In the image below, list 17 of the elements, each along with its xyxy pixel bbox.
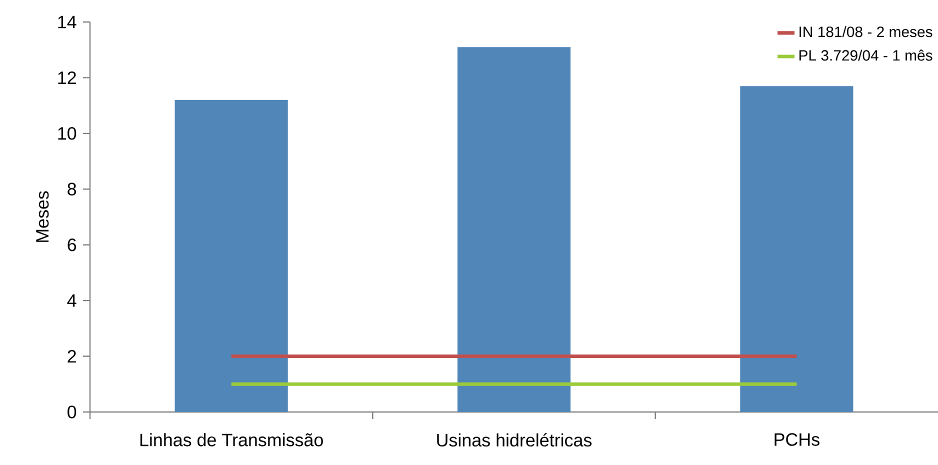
legend-label: IN 181/08 - 2 meses (800, 26, 932, 38)
y-axis-title: Meses (36, 191, 49, 242)
x-tick-label: PCHs (774, 433, 820, 446)
x-tick-label: Linhas de Transmissão (140, 433, 323, 446)
y-tick-label: 2 (68, 350, 76, 363)
y-tick-label: 12 (58, 71, 76, 84)
y-tick-label: 8 (68, 182, 76, 196)
y-tick-label: 4 (67, 294, 76, 307)
bar (740, 86, 854, 412)
bar (457, 47, 571, 412)
x-tick-label: Usinas hidrelétricas (437, 433, 592, 447)
y-tick-label: 6 (68, 238, 76, 252)
y-tick-label: 10 (58, 127, 76, 140)
bar (174, 100, 288, 412)
y-tick-label: 0 (68, 406, 76, 418)
legend-label: PL 3.729/04 - 1 mês (799, 50, 932, 61)
y-tick-label: 14 (58, 16, 76, 28)
